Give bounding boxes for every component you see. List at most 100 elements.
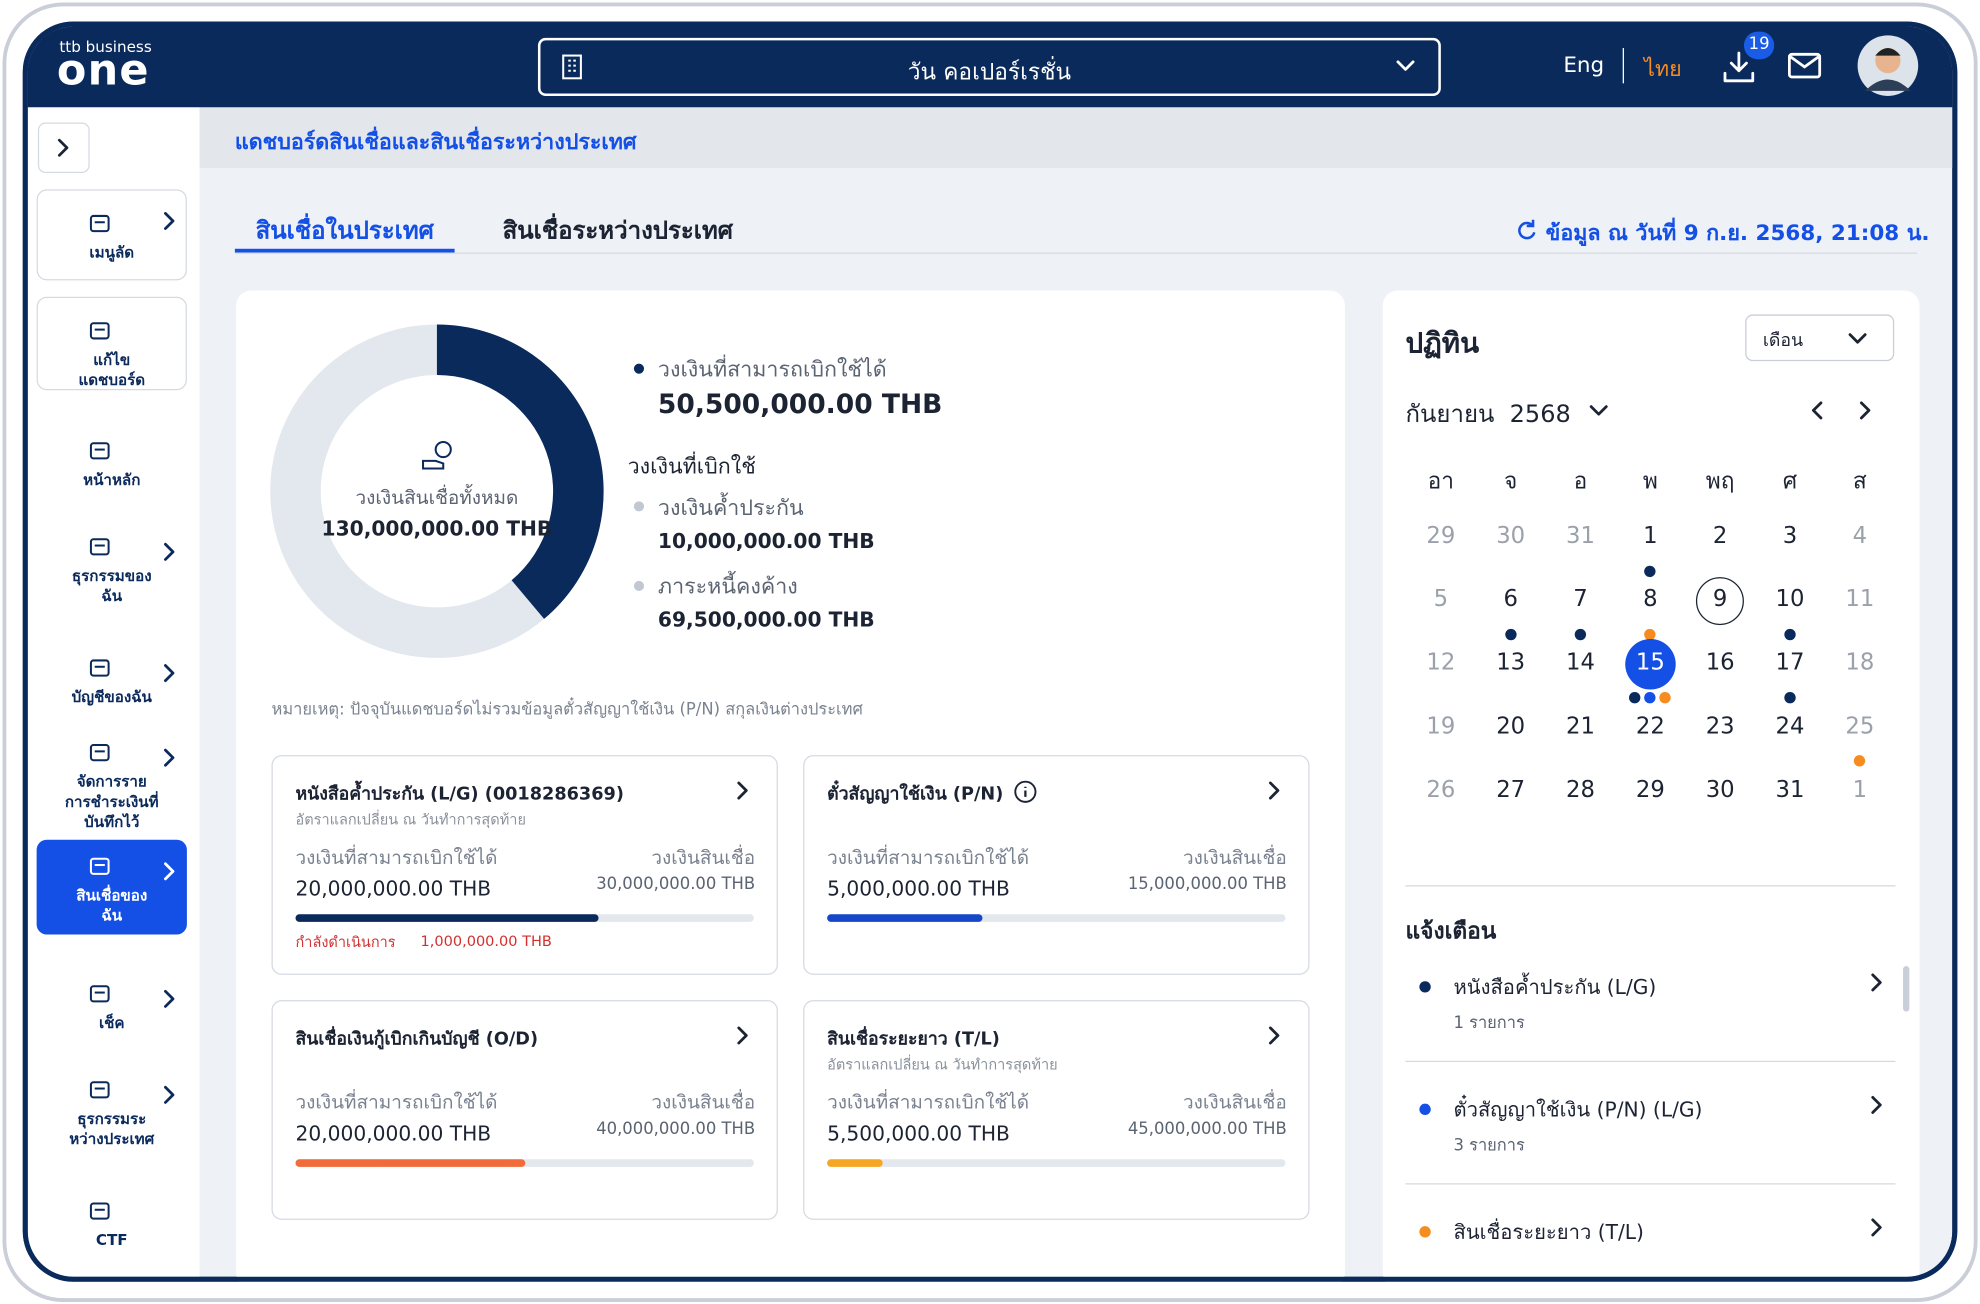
card-available-label: วงเงินที่สามารถเบิกใช้ได้ <box>827 1091 1030 1114</box>
calendar-day[interactable]: 14 <box>1566 649 1595 677</box>
calendar-day[interactable]: 24 <box>1775 712 1805 740</box>
refresh-icon[interactable] <box>1515 218 1536 240</box>
calendar-day[interactable]: 29 <box>1426 522 1456 550</box>
legend-value: 69,500,000.00 THB <box>657 607 875 632</box>
sidebar-label: เช็ค <box>98 1014 125 1032</box>
chevron[interactable] <box>1856 401 1874 420</box>
calendar-day[interactable]: 29 <box>1635 776 1665 803</box>
sidebar-item[interactable] <box>36 189 187 281</box>
calendar-day[interactable]: 15 <box>1635 649 1665 677</box>
chevron[interactable] <box>160 1085 178 1104</box>
chevron[interactable] <box>1868 1218 1886 1237</box>
calendar-day[interactable]: 11 <box>1845 586 1875 613</box>
calendar-day[interactable]: 8 <box>1643 586 1658 613</box>
sidebar-item[interactable] <box>36 839 187 935</box>
calendar-day[interactable]: 5 <box>1433 586 1449 613</box>
card-limit: 40,000,000.00 THB <box>596 1120 756 1140</box>
month-label[interactable]: กันยายน 2568 <box>1405 400 1571 429</box>
card-subtitle: อัตราแลกเปลี่ยน ณ วันทำการสุดท้าย <box>827 1055 1058 1074</box>
download-icon[interactable] <box>1722 51 1755 84</box>
chevron[interactable] <box>160 862 178 881</box>
chevron[interactable] <box>1808 401 1826 420</box>
chevron[interactable] <box>160 542 178 561</box>
updated-at: ข้อมูล ณ วันที่ 9 ก.ย. 2568, 21:08 น. <box>1545 220 1930 247</box>
legend-dot <box>1784 628 1796 640</box>
chevron[interactable] <box>1589 402 1608 420</box>
chevron[interactable] <box>734 781 752 800</box>
calendar-day[interactable]: 21 <box>1566 712 1595 740</box>
chevron[interactable] <box>1265 781 1283 800</box>
calendar-day[interactable]: 2 <box>1712 522 1728 550</box>
legend-value: 10,000,000.00 THB <box>657 529 875 554</box>
calendar-day[interactable]: 3 <box>1782 522 1798 550</box>
sidebar-label: หน้าหลัก <box>83 471 141 489</box>
sidebar-icon <box>89 1202 110 1220</box>
loan-card[interactable] <box>271 755 778 975</box>
weekday: ศ <box>1782 468 1798 496</box>
alert-label[interactable]: ตั๋วสัญญาใช้เงิน (P/N) (L/G) <box>1453 1097 1703 1122</box>
lang-th[interactable]: ไทย <box>1644 56 1682 83</box>
calendar-day[interactable]: 28 <box>1566 776 1595 803</box>
calendar-day[interactable]: 27 <box>1496 776 1526 803</box>
chevron[interactable] <box>1868 1095 1886 1114</box>
calendar-day[interactable]: 20 <box>1496 712 1526 740</box>
calendar-day[interactable]: 26 <box>1426 776 1456 803</box>
loan-card[interactable] <box>803 1000 1310 1220</box>
legend-dot <box>1644 565 1657 577</box>
calendar-day[interactable]: 19 <box>1426 712 1456 740</box>
brand-small: ttb business <box>59 37 152 56</box>
chevron[interactable] <box>54 138 72 157</box>
chevron[interactable] <box>1868 973 1886 992</box>
calendar-day[interactable]: 6 <box>1503 586 1518 613</box>
calendar-day[interactable]: 18 <box>1845 649 1875 677</box>
card-available: 20,000,000.00 THB <box>295 876 492 901</box>
chevron[interactable] <box>1265 1026 1283 1045</box>
calendar-day[interactable]: 7 <box>1573 586 1588 613</box>
company-select[interactable] <box>537 37 1441 96</box>
card-pending-label: กำลังดำเนินการ <box>295 933 396 951</box>
calendar-day[interactable]: 22 <box>1635 712 1665 740</box>
sidebar-toggle[interactable] <box>37 122 90 174</box>
chevron[interactable] <box>1848 330 1867 348</box>
card-title: สินเชื่อระยะยาว (T/L) <box>827 1029 1000 1050</box>
calendar-day[interactable]: 30 <box>1705 776 1735 803</box>
loan-card[interactable] <box>803 755 1310 975</box>
calendar-day[interactable]: 30 <box>1496 522 1526 550</box>
sidebar-item[interactable] <box>36 296 187 391</box>
chevron[interactable] <box>160 212 178 230</box>
calendar-day[interactable]: 25 <box>1845 712 1875 740</box>
calendar-day[interactable]: 4 <box>1852 522 1868 550</box>
sidebar <box>27 107 200 1277</box>
card-available: 5,000,000.00 THB <box>827 876 1010 901</box>
calendar-day[interactable]: 9 <box>1712 586 1728 613</box>
calendar-day[interactable]: 31 <box>1566 522 1595 550</box>
tab[interactable]: สินเชื่อในประเทศ <box>255 217 434 245</box>
calendar-day[interactable]: 16 <box>1705 649 1735 677</box>
chevron[interactable] <box>160 748 178 767</box>
calendar-day[interactable]: 23 <box>1705 712 1735 740</box>
avatar[interactable] <box>1857 35 1919 96</box>
calendar-day[interactable]: 13 <box>1496 649 1526 677</box>
calendar-day[interactable]: 17 <box>1775 649 1805 677</box>
legend-dot <box>1659 691 1672 704</box>
chevron[interactable] <box>160 989 178 1008</box>
chevron[interactable] <box>160 664 178 683</box>
tab[interactable]: สินเชื่อระหว่างประเทศ <box>502 217 734 245</box>
chevron[interactable] <box>1396 57 1415 75</box>
lang-en[interactable]: Eng <box>1563 53 1605 79</box>
card-limit-label: วงเงินสินเชื่อ <box>1183 846 1287 869</box>
loan-card[interactable] <box>271 1000 778 1220</box>
view-select[interactable] <box>1745 314 1895 362</box>
alert-label[interactable]: สินเชื่อระยะยาว (T/L) <box>1453 1219 1644 1244</box>
sidebar-icon <box>89 659 110 677</box>
alert-label[interactable]: หนังสือค้ำประกัน (L/G) <box>1453 974 1657 999</box>
calendar-day[interactable]: 10 <box>1775 586 1805 613</box>
calendar-day[interactable]: 1 <box>1852 776 1868 803</box>
mail-icon[interactable] <box>1787 52 1822 79</box>
card-pending: 1,000,000.00 THB <box>420 931 552 950</box>
calendar-day[interactable]: 12 <box>1426 649 1456 677</box>
calendar-day[interactable]: 1 <box>1643 522 1658 550</box>
tab-underline <box>234 248 455 253</box>
chevron[interactable] <box>734 1026 752 1045</box>
calendar-day[interactable]: 31 <box>1775 776 1805 803</box>
